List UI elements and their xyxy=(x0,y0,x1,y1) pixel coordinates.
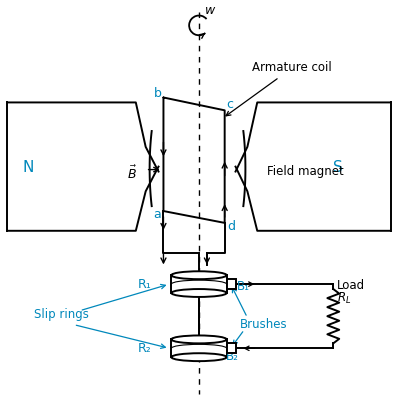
Bar xyxy=(226,279,236,289)
Text: S: S xyxy=(333,160,343,174)
Text: a: a xyxy=(154,208,161,221)
Text: Brushes: Brushes xyxy=(240,318,287,331)
Text: Slip rings: Slip rings xyxy=(34,307,89,321)
Text: b: b xyxy=(154,87,162,100)
Text: c: c xyxy=(226,98,234,111)
Text: R₁: R₁ xyxy=(138,278,152,291)
Bar xyxy=(226,343,236,353)
Bar xyxy=(172,339,226,357)
Text: Load: Load xyxy=(337,279,365,292)
Text: N: N xyxy=(22,160,33,174)
Text: $\vec{B}$: $\vec{B}$ xyxy=(127,165,137,182)
Text: B₁: B₁ xyxy=(236,280,250,293)
Text: w: w xyxy=(205,4,215,17)
Bar xyxy=(172,275,226,293)
Text: $R_L$: $R_L$ xyxy=(337,291,351,306)
Text: B₂: B₂ xyxy=(226,350,238,363)
Ellipse shape xyxy=(172,271,226,279)
Text: Field magnet: Field magnet xyxy=(267,165,344,178)
Text: d: d xyxy=(228,220,236,233)
Text: Armature coil: Armature coil xyxy=(226,61,332,116)
Ellipse shape xyxy=(172,289,226,297)
Text: R₂: R₂ xyxy=(138,342,152,355)
Ellipse shape xyxy=(172,335,226,343)
Ellipse shape xyxy=(172,353,226,361)
